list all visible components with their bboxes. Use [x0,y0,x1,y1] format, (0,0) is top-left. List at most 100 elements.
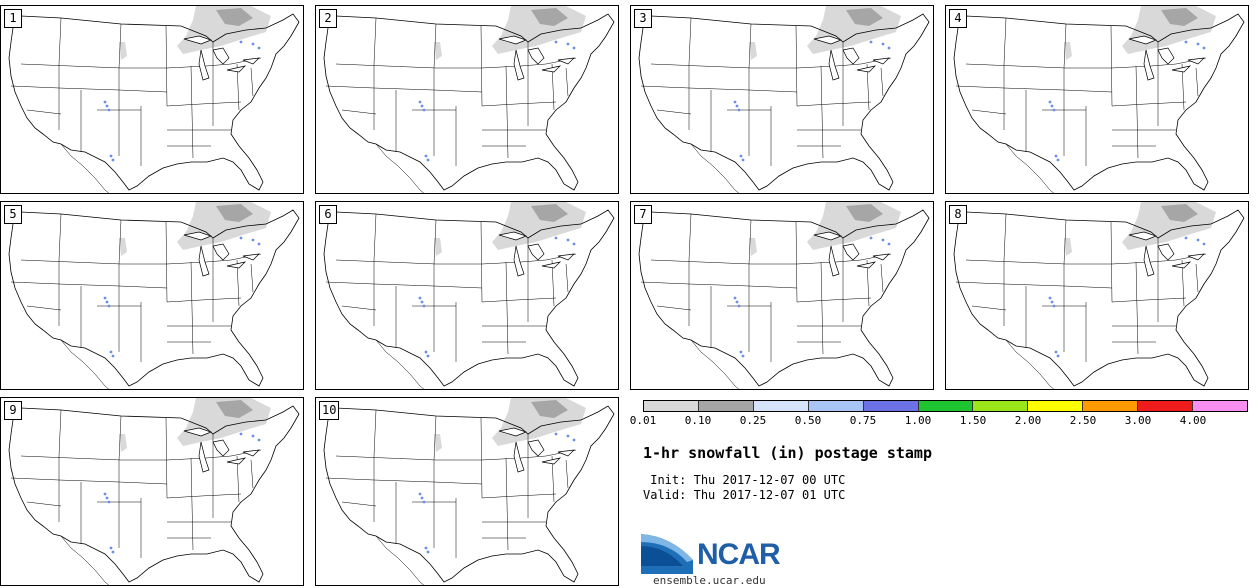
snowfall-speck [1184,40,1188,44]
snowfall-area-dark [216,8,253,26]
country-border [638,209,930,387]
state-border [433,415,437,461]
great-lake [1128,35,1158,45]
state-border [481,493,557,499]
snowfall-speck [1202,242,1206,246]
mexico-border [375,143,424,193]
state-border [481,297,557,303]
country-border [323,13,615,191]
snowfall-speck [418,492,422,496]
state-border [1135,261,1139,355]
snowfall-area-dark [531,204,568,222]
state-border [26,109,62,115]
colorbar-tick-label: 2.00 [1014,414,1042,427]
snowfall-area-light [434,238,442,256]
member-label: 7 [634,205,652,224]
great-lake [527,439,545,457]
state-border [1063,219,1067,265]
state-border [1063,23,1067,69]
great-lake [242,253,260,261]
snowfall-speck [109,154,113,158]
snowfall-speck [420,104,424,108]
snowfall-area-dark [1161,204,1198,222]
snowfall-speck [572,242,576,246]
snowfall-speck [251,434,255,438]
great-lake [842,243,860,261]
state-border [748,23,752,69]
great-lake [872,253,890,261]
state-border [58,213,62,261]
snowfall-speck [239,40,243,44]
great-lake [1187,253,1205,261]
snowfall-area-light [434,434,442,452]
state-border [26,501,62,507]
state-border [565,67,569,97]
member-panel-8: 8 [945,201,1249,390]
snowfall-speck [105,104,109,108]
snowfall-speck [426,550,430,554]
state-border [433,23,437,69]
state-border [10,477,168,485]
snowfall-speck [107,500,111,504]
snowfall-speck [1054,154,1058,158]
plot-title: 1-hr snowfall (in) postage stamp [643,444,932,462]
snowfall-speck [109,546,113,550]
colorbar-tick-label: 2.50 [1069,414,1097,427]
snowfall-speck [735,300,739,304]
state-border [1003,17,1007,65]
state-border [796,297,872,303]
great-lake [527,47,545,65]
colorbar-tick-label: 0.01 [629,414,657,427]
snowfall-area-light [119,434,127,452]
state-border [481,101,557,107]
valid-time: Thu 2017-12-07 01 UTC [693,488,846,502]
colorbar-swatch [1193,401,1247,411]
snowfall-speck [869,40,873,44]
member-panel-9: 9 [0,397,304,586]
snowfall-speck [418,296,422,300]
snowfall-speck [566,434,570,438]
snowfall-area-dark [531,8,568,26]
great-lake [842,47,860,65]
state-border [373,213,377,261]
snowfall-map [8,398,300,585]
snowfall-speck [869,236,873,240]
state-border [820,261,824,355]
snowfall-speck [554,40,558,44]
colorbar-swatch [808,401,864,411]
snowfall-speck [111,354,115,358]
great-lake [513,49,525,81]
snowfall-speck [887,242,891,246]
member-panel-1: 1 [0,5,304,194]
state-border [10,85,168,93]
snowfall-speck [554,432,558,436]
snowfall-speck [735,104,739,108]
snowfall-speck [881,238,885,242]
snowfall-area-dark [1161,8,1198,26]
snowfall-speck [881,42,885,46]
great-lake [557,253,575,261]
website-link[interactable]: ensemble.ucar.edu [653,574,766,587]
snowfall-speck [422,500,426,504]
state-border [480,221,483,303]
snowfall-area-light [749,238,757,256]
colorbar-tick-label: 0.10 [684,414,712,427]
state-border [1111,297,1187,303]
snowfall-map [953,202,1245,389]
great-lake [1171,65,1192,73]
state-border [1003,213,1007,261]
state-border [650,259,797,265]
state-border [166,297,242,303]
mexico-border [60,535,109,585]
snowfall-area-light [749,42,757,60]
state-border [656,109,692,115]
great-lake [1187,57,1205,65]
colorbar-tick-label: 3.00 [1124,414,1152,427]
state-border [688,17,692,65]
state-border [166,101,242,107]
state-border [505,261,509,355]
snowfall-speck [1052,108,1056,112]
colorbar-tick-label: 0.50 [794,414,822,427]
snowfall-area-dark [216,400,253,418]
colorbar-swatch [918,401,974,411]
